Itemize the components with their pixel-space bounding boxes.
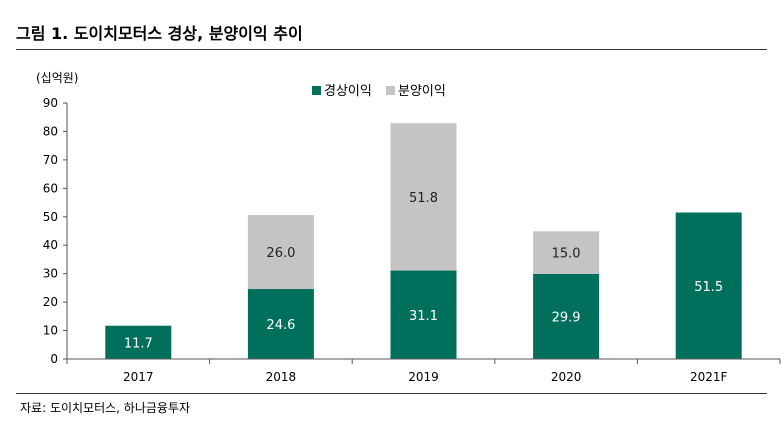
data-label: 51.5 [694, 280, 723, 295]
x-tick-label: 2019 [408, 370, 439, 384]
x-axis: 2017 2018 2019 2020 2021F [66, 358, 781, 384]
y-tick-label: 30 [43, 267, 58, 281]
y-tick-label: 90 [43, 96, 58, 110]
legend-swatch-sales-profit [386, 86, 395, 95]
bar-segment-operating-profit [390, 270, 457, 359]
source-note: 자료: 도이치모터스, 하나금융투자 [20, 401, 191, 415]
y-tick-label: 60 [43, 181, 58, 195]
y-unit-label: (십억원) [36, 71, 78, 85]
legend-label-operating-profit: 경상이익 [324, 84, 372, 99]
bar-segment-operating-profit [247, 289, 314, 359]
bars: 11.7 24.6 26.0 31.1 51.8 29.9 15.0 51.5 [105, 123, 742, 359]
legend-label-sales-profit: 분양이익 [398, 84, 446, 99]
stacked-bar-chart: (십억원) 경상이익 분양이익 0 10 20 30 40 50 60 70 80 90 11.7… [36, 71, 781, 384]
y-tick-label: 80 [43, 124, 58, 138]
legend-swatch-operating-profit [312, 86, 321, 95]
data-label: 26.0 [266, 246, 295, 261]
y-tick-label: 0 [50, 352, 58, 366]
bar-segment-sales-profit [533, 231, 600, 274]
figure-title: 그림 1. 도이치모터스 경상, 분양이익 추이 [16, 24, 303, 43]
footer-divider [16, 393, 767, 394]
bar-segment-sales-profit [390, 123, 457, 271]
data-label: 31.1 [409, 309, 438, 324]
data-label: 11.7 [124, 336, 153, 351]
y-tick-label: 50 [43, 210, 58, 224]
data-label: 15.0 [552, 247, 581, 262]
x-tick-label: 2017 [123, 370, 154, 384]
x-tick-label: 2021F [690, 370, 728, 384]
y-tick-label: 70 [43, 153, 58, 167]
bar-segment-operating-profit [105, 325, 172, 359]
data-label: 51.8 [409, 191, 438, 206]
x-tick-label: 2020 [551, 370, 582, 384]
y-tick-label: 20 [43, 295, 58, 309]
y-axis: 0 10 20 30 40 50 60 70 80 90 [43, 96, 68, 366]
legend: 경상이익 분양이익 [312, 84, 446, 99]
x-tick-label: 2018 [266, 370, 297, 384]
y-tick-label: 40 [43, 238, 58, 252]
data-label: 24.6 [266, 318, 295, 333]
bar-segment-sales-profit [247, 215, 314, 290]
data-label: 29.9 [552, 310, 581, 325]
bar-segment-operating-profit [675, 212, 742, 359]
y-tick-label: 10 [43, 324, 58, 338]
bar-segment-operating-profit [533, 273, 600, 359]
title-divider [16, 49, 767, 50]
